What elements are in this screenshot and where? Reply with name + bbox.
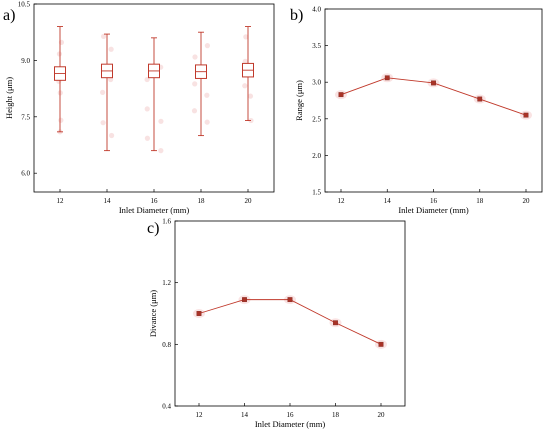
scatter-point	[144, 135, 151, 141]
x-tick-label: 14	[104, 197, 112, 205]
data-point	[287, 297, 293, 303]
scatter-point	[144, 76, 150, 83]
scatter-point	[58, 117, 64, 123]
x-axis-label: Inlet Diameter (mm)	[255, 419, 326, 429]
scatter-point	[100, 89, 106, 95]
y-tick-label: 7.5	[21, 113, 30, 121]
scatter-point	[108, 76, 114, 83]
y-tick-label: 1.5	[312, 189, 321, 197]
x-tick-label: 12	[57, 197, 65, 205]
x-tick-label: 14	[241, 411, 249, 419]
x-tick-label: 20	[245, 197, 253, 205]
y-tick-label: 2.5	[312, 115, 321, 123]
x-tick-label: 12	[338, 197, 346, 205]
y-tick-label: 0.8	[162, 341, 171, 349]
x-tick-label: 18	[198, 197, 206, 205]
scatter-point	[108, 132, 115, 139]
panel-label: b)	[290, 7, 303, 24]
scatter-point	[144, 106, 150, 112]
data-point	[196, 311, 202, 316]
data-point	[333, 320, 338, 326]
scatter-point	[192, 54, 198, 60]
y-axis-label: Height (μm)	[4, 77, 14, 119]
x-tick-label: 20	[378, 411, 386, 419]
scatter-point	[242, 83, 248, 89]
data-point	[384, 75, 390, 81]
panel-label: a)	[3, 7, 15, 24]
plot-frame	[174, 220, 406, 407]
x-axis-label: Inlet Diameter (mm)	[398, 205, 469, 215]
scatter-point	[242, 58, 248, 64]
x-tick-label: 16	[287, 411, 295, 419]
scatter-point	[204, 43, 211, 49]
scatter-point	[243, 34, 249, 40]
scatter-point	[108, 46, 114, 52]
data-point	[378, 341, 384, 347]
panel-a: a) 6.0 7.5 9.0 10.5 12 14 16 18 20 Inlet Diameter …	[3, 1, 275, 215]
scatter-point	[56, 51, 63, 57]
data-point	[523, 112, 529, 118]
panel-c: c) 0.4 0.8 1.2 1.6 12 14 16 18 20 Inlet Diameter (…	[147, 218, 406, 429]
scatter-point	[204, 119, 210, 125]
scatter-point	[100, 120, 106, 126]
y-axis-label: Divance (μm)	[148, 290, 158, 337]
x-tick-label: 12	[196, 411, 204, 419]
data-point	[477, 96, 483, 102]
y-tick-label: 1.2	[162, 279, 171, 287]
scatter-point	[247, 93, 254, 99]
scatter-point	[204, 92, 210, 98]
x-tick-label: 18	[332, 411, 340, 419]
series-line	[198, 299, 382, 345]
x-axis-label: Inlet Diameter (mm)	[119, 205, 190, 215]
y-tick-label: 4.0	[312, 6, 321, 14]
panel-label: c)	[147, 220, 159, 237]
x-tick-label: 18	[476, 197, 484, 205]
panel-b: b) 1.5 2.0 2.5 3.0 3.5 4.0 12 14 16 18 20 Inlet Diam…	[290, 6, 543, 215]
y-tick-label: 1.6	[162, 218, 171, 226]
y-tick-label: 2.0	[312, 152, 321, 160]
x-tick-label: 16	[430, 197, 438, 205]
scatter-point	[158, 118, 164, 124]
data-point	[338, 92, 344, 98]
y-tick-label: 0.4	[162, 403, 171, 411]
data-point	[431, 80, 436, 86]
x-tick-label: 16	[151, 197, 159, 205]
x-tick-label: 14	[384, 197, 392, 205]
y-axis-label: Range (μm)	[294, 80, 304, 121]
data-point	[242, 297, 247, 303]
y-tick-label: 10.5	[18, 1, 31, 9]
scatter-point	[191, 108, 198, 114]
y-tick-label: 3.5	[312, 42, 321, 50]
y-tick-label: 6.0	[21, 170, 30, 178]
scatter-point	[192, 81, 198, 87]
scatter-point	[158, 148, 164, 154]
plot-frame	[324, 8, 543, 193]
scatter-point	[100, 33, 107, 40]
y-tick-label: 9.0	[21, 57, 30, 65]
x-tick-label: 20	[523, 197, 531, 205]
y-tick-label: 3.0	[312, 79, 321, 87]
